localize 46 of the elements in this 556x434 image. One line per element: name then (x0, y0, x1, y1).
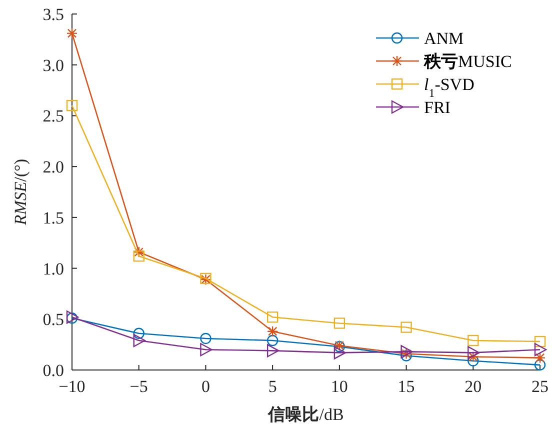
point (534, 343, 547, 356)
point (266, 312, 278, 323)
x-tick-label: 15 (398, 377, 415, 396)
point (334, 346, 346, 360)
point (534, 336, 546, 348)
point (66, 100, 78, 112)
point (266, 334, 278, 346)
point (266, 344, 280, 358)
point (534, 359, 546, 371)
point (266, 326, 278, 337)
x-tick-label: −5 (130, 377, 148, 396)
point (66, 28, 78, 39)
point (133, 246, 144, 258)
x-tick-label: 10 (330, 377, 348, 396)
point (133, 334, 146, 348)
point (334, 318, 346, 329)
point (133, 328, 144, 339)
y-axis-title: RMSE/(°) (11, 158, 30, 226)
y-tick-label: 0.5 (42, 310, 64, 330)
point (133, 250, 144, 262)
point (468, 334, 479, 346)
point (400, 345, 413, 358)
point (468, 355, 479, 366)
y-tick-label: 1.0 (42, 259, 64, 278)
x-tick-label: 25 (532, 377, 548, 396)
y-tick-label: 2.5 (42, 106, 64, 126)
x-tick-label: 20 (464, 377, 482, 396)
point (200, 343, 212, 356)
x-tick-label: 0 (201, 377, 210, 396)
y-tick-label: 3.0 (42, 56, 64, 75)
point (468, 346, 480, 360)
x-tick-label: −10 (58, 377, 86, 396)
y-tick-label: 2.0 (42, 158, 64, 177)
x-tick-label: 5 (268, 377, 277, 396)
point (534, 352, 546, 364)
y-tick-label: 0.0 (42, 361, 64, 380)
point (468, 351, 479, 362)
point (400, 322, 412, 333)
legend-label: 秩亏MUSIC (423, 52, 512, 72)
legend-label: ANM (424, 29, 464, 48)
legend-label: l$_{1}$-SVD (424, 75, 474, 100)
legend-label: FRI (424, 98, 451, 117)
x-axis-title: 信噪比/dB (267, 405, 344, 425)
y-tick-label: 1.5 (42, 208, 64, 228)
point (200, 332, 212, 344)
y-tick-label: 3.5 (42, 5, 64, 24)
